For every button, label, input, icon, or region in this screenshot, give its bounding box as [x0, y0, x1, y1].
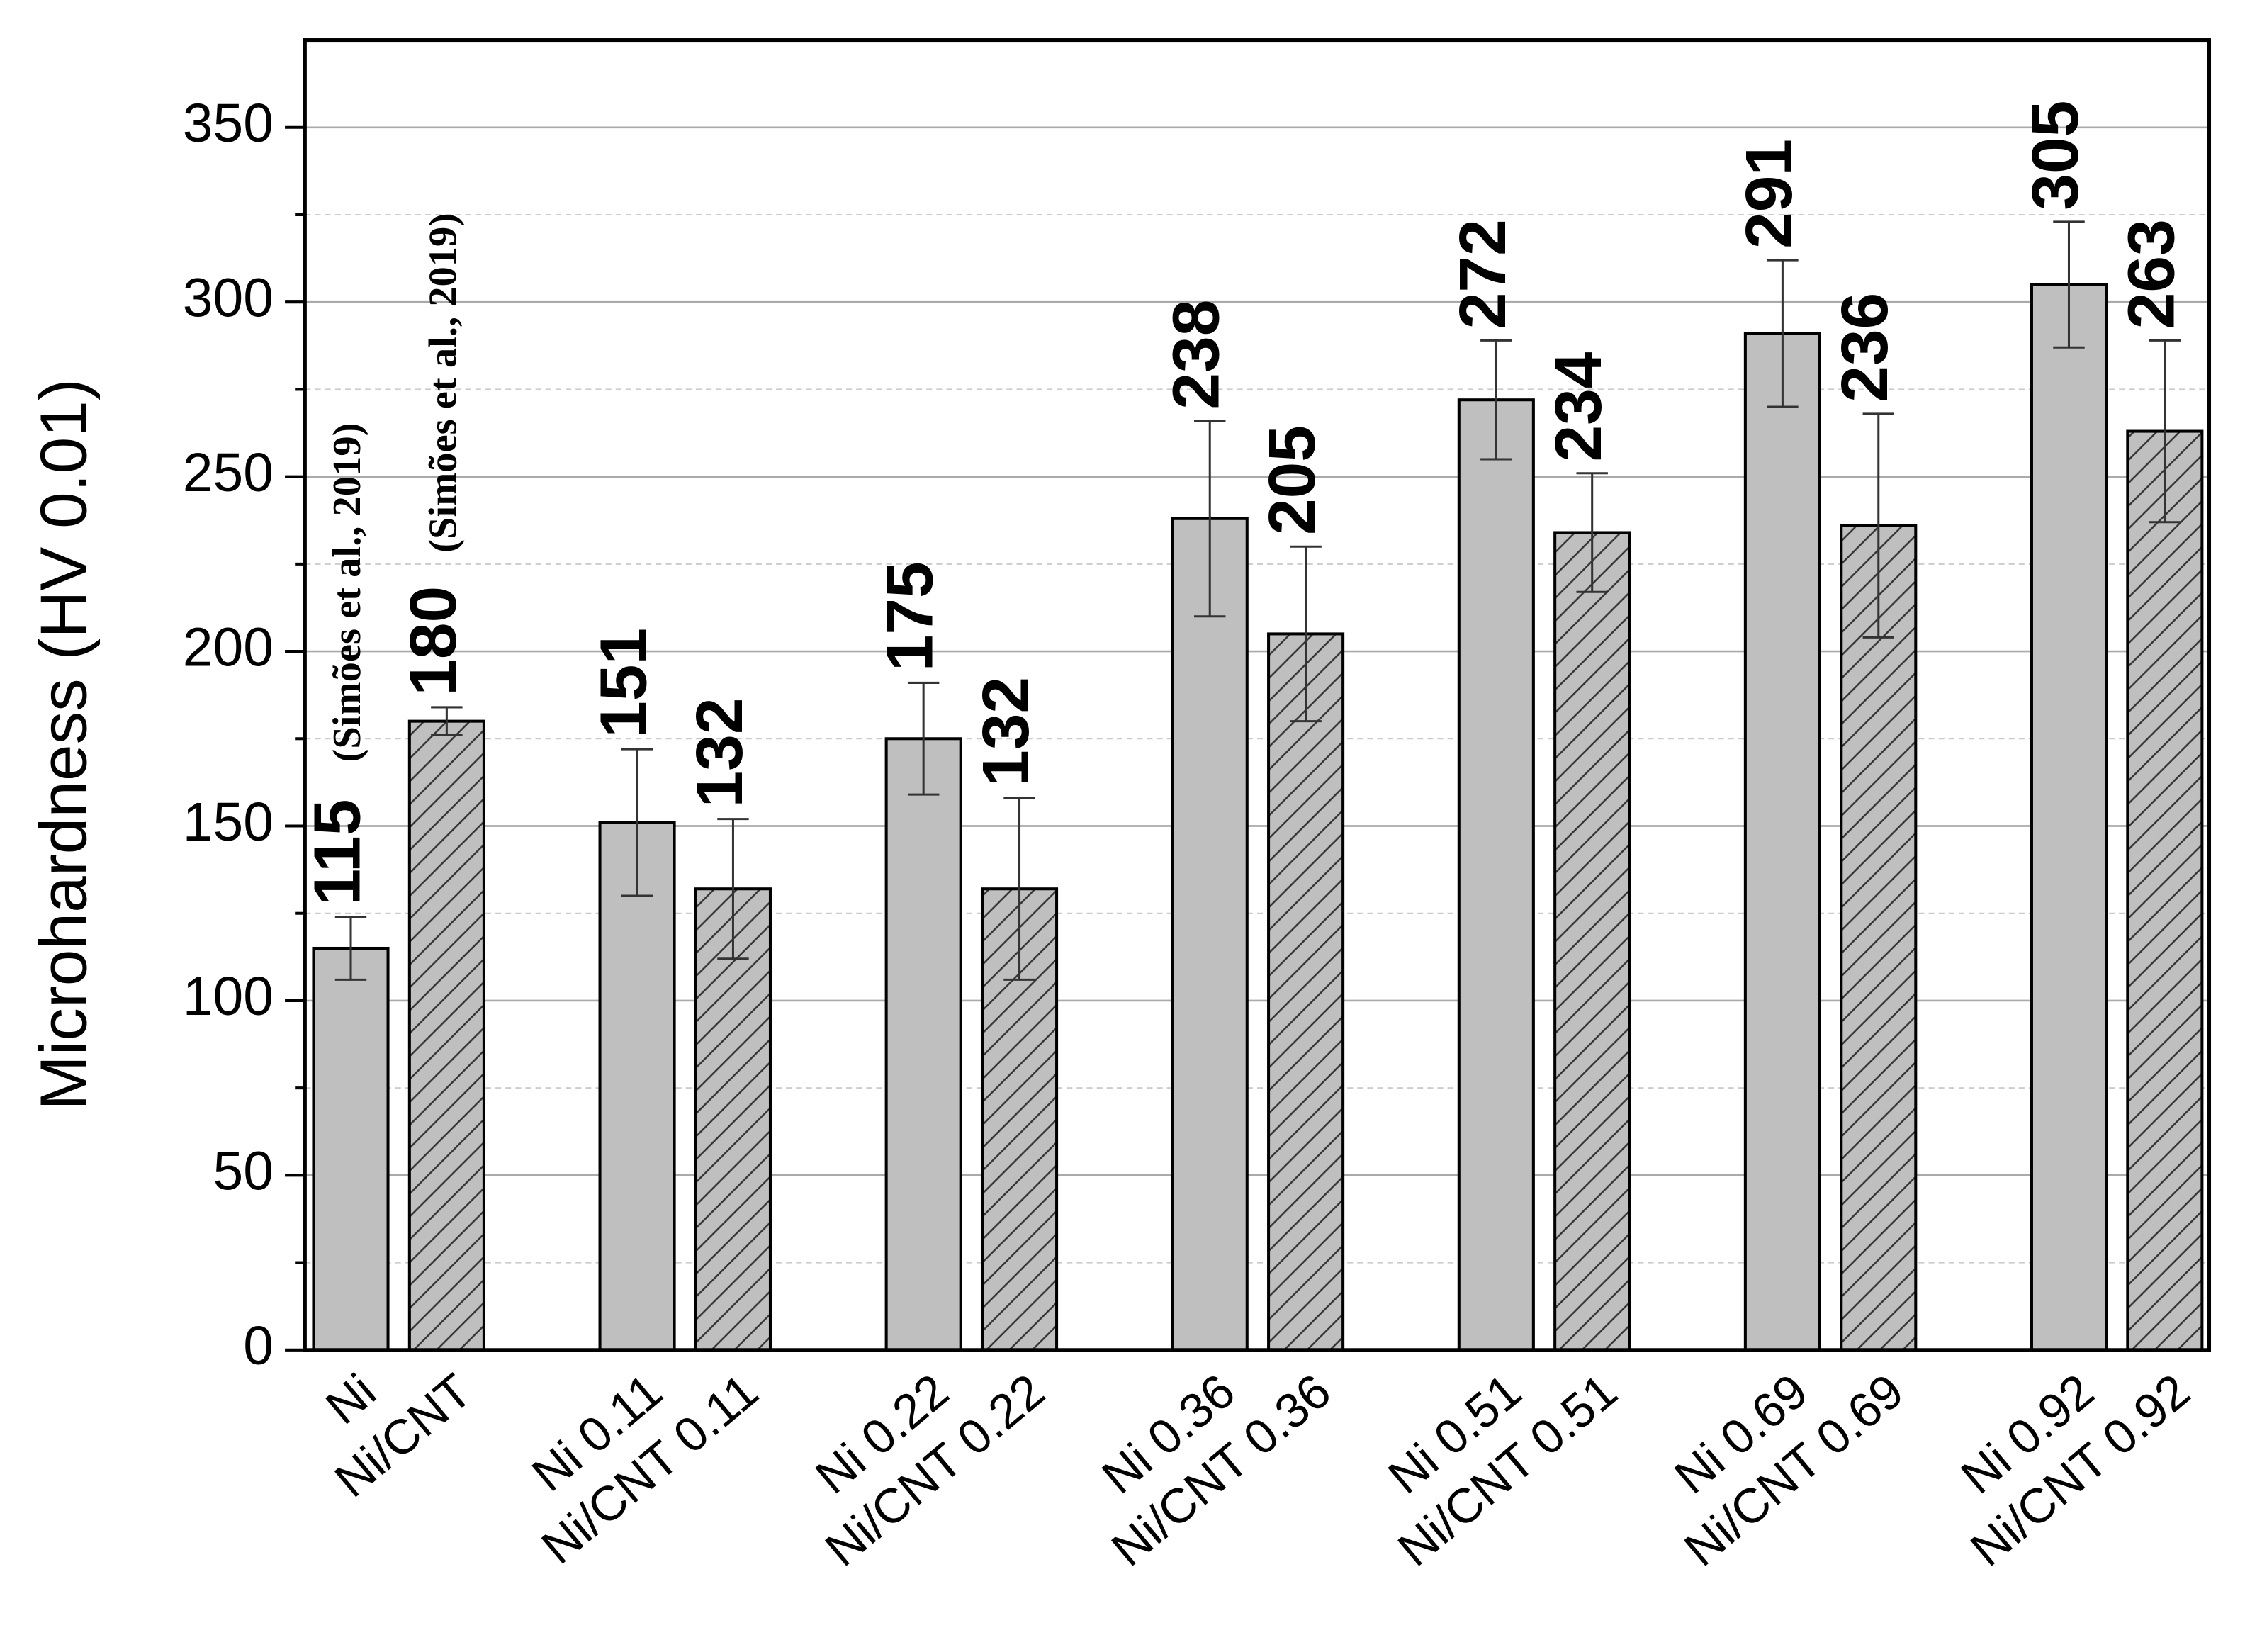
y-tick-label: 350: [183, 94, 274, 154]
y-axis-label: Microhardness (HV 0.01): [27, 378, 101, 1111]
data-label: 236: [1828, 293, 1901, 403]
data-label: 205: [1255, 425, 1329, 535]
bar: [1171, 517, 1249, 1352]
bar: [1553, 531, 1631, 1352]
data-label: 132: [969, 677, 1042, 787]
bar: [407, 719, 485, 1352]
data-label: 272: [1446, 219, 1519, 329]
bar: [312, 946, 390, 1352]
data-label: 115: [300, 799, 373, 906]
y-tick-label: 150: [183, 792, 274, 853]
y-tick-label: 50: [213, 1142, 274, 1202]
y-tick-label: 300: [183, 268, 274, 328]
data-label: 175: [873, 561, 947, 671]
y-tick-label: 250: [183, 443, 274, 503]
plot-frame: [303, 38, 2212, 1352]
bar: [884, 737, 962, 1352]
bar: [694, 887, 772, 1352]
annotation: (Simões et al., 2019): [325, 423, 369, 763]
data-label: 180: [396, 586, 470, 696]
bar: [1743, 332, 1821, 1352]
annotation: (Simões et al., 2019): [421, 213, 465, 553]
y-tick-label: 0: [243, 1316, 274, 1376]
bar: [1267, 632, 1345, 1352]
data-label: 151: [586, 628, 660, 738]
bar: [598, 821, 676, 1352]
data-label: 263: [2114, 219, 2188, 329]
bar: [2126, 429, 2204, 1352]
data-label: 291: [1732, 139, 1806, 249]
data-label: 132: [682, 697, 756, 807]
bar: [1457, 398, 1535, 1352]
data-label: 234: [1541, 352, 1615, 461]
y-tick-label: 200: [183, 617, 274, 678]
data-label: 305: [2018, 101, 2092, 210]
y-tick-label: 100: [183, 967, 274, 1027]
bar: [1840, 524, 1918, 1352]
data-label: 238: [1159, 300, 1233, 410]
bar: [2030, 283, 2108, 1352]
